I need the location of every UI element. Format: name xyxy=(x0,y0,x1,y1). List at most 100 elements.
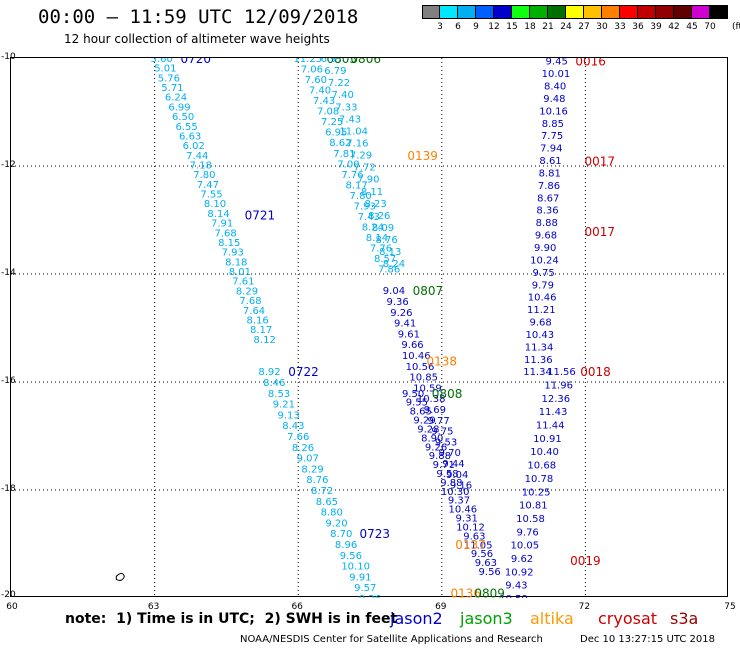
pass-label: 0809 xyxy=(474,587,505,598)
lon-tick-label: 66 xyxy=(291,602,303,612)
footer-credit: NOAA/NESDIS Center for Satellite Applica… xyxy=(240,634,543,645)
wave-height-value: 7.75 xyxy=(541,131,563,142)
map-plot-area: 5.60 5.01 5.76 5.71 6.24 6.99 6.50 6.55 6.63 6.02… xyxy=(10,57,729,598)
wave-height-value: 8.96 xyxy=(335,540,357,551)
wave-height-value: 9.31 xyxy=(456,514,478,525)
wave-height-value: 7.90 xyxy=(357,175,379,186)
pass-label: 0806 xyxy=(350,58,381,66)
scale-tick-label: 33 xyxy=(614,22,626,32)
wave-height-value: 10.59 xyxy=(499,594,528,598)
wave-height-value: 9.16 xyxy=(450,481,472,492)
wave-height-value: 9.04 xyxy=(446,470,468,481)
wave-height-value: 8.09 xyxy=(372,223,394,234)
wave-height-value: 11.34 xyxy=(525,342,554,353)
scale-tick-label: 70 xyxy=(704,22,716,32)
scale-swatch xyxy=(656,5,674,19)
scale-swatch xyxy=(440,5,458,19)
wave-height-value: 9.41 xyxy=(394,319,416,330)
wave-height-value: 8.76 xyxy=(375,235,397,246)
wave-height-value: 9.76 xyxy=(517,527,539,538)
wave-height-value: 9.71 xyxy=(433,460,455,471)
pass-label: 0722 xyxy=(288,365,319,379)
wave-height-value: 9.20 xyxy=(325,518,347,529)
pass-label: 0017 xyxy=(584,225,615,239)
wave-height-value: 6.99 xyxy=(168,102,190,113)
wave-height-value: 11.25 xyxy=(293,58,322,65)
lat-tick-label: -10 xyxy=(1,52,16,62)
wave-height-value: 9.26 xyxy=(359,594,381,598)
wave-height-value: 10.05 xyxy=(511,541,540,552)
wave-height-value: 8.72 xyxy=(311,486,333,497)
wave-height-value: 7.43 xyxy=(339,114,361,125)
scale-swatch xyxy=(548,5,566,19)
wave-height-value: 9.55 xyxy=(406,398,428,409)
wave-height-value: 9.48 xyxy=(543,94,565,105)
wave-height-value: 7.60 xyxy=(305,75,327,86)
scale-swatch xyxy=(584,5,602,19)
wave-height-value: 11.04 xyxy=(339,126,368,137)
wave-height-value: 7.66 xyxy=(287,432,309,443)
wave-height-value: 9.56 xyxy=(471,549,493,560)
pass-label: 0019 xyxy=(570,554,601,568)
pass-label: 0807 xyxy=(413,284,444,298)
wave-height-value: 6.63 xyxy=(179,131,201,142)
wave-height-value: 10.10 xyxy=(341,562,370,573)
lat-tick-label: -12 xyxy=(1,160,16,170)
scale-swatch xyxy=(458,5,476,19)
wave-height-value: 8.14 xyxy=(207,209,229,220)
wave-height-value: 8.15 xyxy=(218,238,240,249)
pass-label: 0138 xyxy=(427,354,458,368)
scale-tick-label: 6 xyxy=(455,22,461,32)
wave-height-value: 9.13 xyxy=(277,410,299,421)
wave-height-value: 9.91 xyxy=(349,572,371,583)
wave-height-value: 5.76 xyxy=(158,73,180,84)
wave-height-value: 6.55 xyxy=(175,122,197,133)
wave-height-value: 8.67 xyxy=(537,193,559,204)
wave-height-value: 10.68 xyxy=(527,461,556,472)
wave-height-value: 7.81 xyxy=(333,149,355,160)
scale-tick-label: 15 xyxy=(506,22,518,32)
wave-height-value: 8.26 xyxy=(368,211,390,222)
scale-frame xyxy=(422,5,728,19)
wave-height-value: 10.46 xyxy=(528,293,557,304)
wave-height-value: 7.44 xyxy=(186,151,208,162)
wave-height-value: 8.61 xyxy=(539,156,561,167)
wave-height-value: 9.36 xyxy=(387,297,409,308)
wave-height-value: 7.91 xyxy=(211,219,233,230)
scale-tick-label: 21 xyxy=(542,22,554,32)
wave-height-value: 8.17 xyxy=(345,180,367,191)
wave-height-value: 10.38 xyxy=(417,394,446,405)
wave-height-value: 7.61 xyxy=(232,277,254,288)
lat-tick-label: -16 xyxy=(1,376,16,386)
scale-tick-label: 3 xyxy=(437,22,443,32)
wave-height-value: 6.79 xyxy=(324,66,346,77)
scale-swatch xyxy=(494,5,512,19)
scale-tick-label: 39 xyxy=(650,22,662,32)
wave-height-value: 8.13 xyxy=(379,247,401,258)
scale-tick-label: 9 xyxy=(473,22,479,32)
pass-label: 0723 xyxy=(360,527,391,541)
wave-height-value: 7.86 xyxy=(378,265,400,276)
wave-height-value: 7.94 xyxy=(540,144,562,155)
wave-height-value: 8.24 xyxy=(362,222,384,233)
wave-height-value: 8.76 xyxy=(306,475,328,486)
legend-altika: altika xyxy=(530,609,574,628)
wave-height-value: 10.46 xyxy=(449,505,478,516)
wave-height-value: 10.92 xyxy=(505,567,534,578)
wave-height-value: 11.34 xyxy=(523,367,552,378)
wave-height-value: 7.80 xyxy=(350,191,372,202)
wave-height-value: 9.63 xyxy=(463,531,485,542)
wave-height-value: 7.40 xyxy=(332,90,354,101)
pass-label: 0808 xyxy=(432,387,463,401)
wave-height-value: 9.68 xyxy=(535,231,557,242)
wave-height-value: 8.85 xyxy=(542,119,564,130)
wave-height-value: 11.96 xyxy=(544,381,573,392)
wave-height-value: 7.76 xyxy=(370,244,392,255)
wave-height-value: 11.43 xyxy=(539,407,568,418)
map-title: 00:00 – 11:59 UTC 12/09/2018 xyxy=(38,6,359,28)
scale-swatch xyxy=(674,5,692,19)
wave-height-value: 8.90 xyxy=(421,433,443,444)
wave-height-value: 8.23 xyxy=(364,199,386,210)
wave-height-value: 7.00 xyxy=(337,159,359,170)
wave-height-value: 6.24 xyxy=(165,93,187,104)
